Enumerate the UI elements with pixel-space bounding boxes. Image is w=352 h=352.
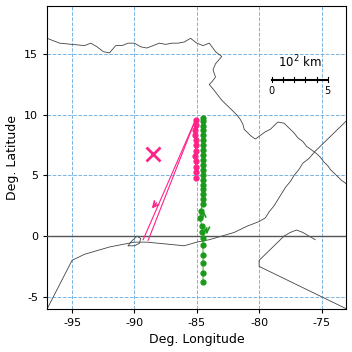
Text: $10^2$ km: $10^2$ km	[278, 53, 321, 70]
Text: 5: 5	[325, 86, 331, 96]
X-axis label: Deg. Longitude: Deg. Longitude	[149, 333, 245, 346]
Y-axis label: Deg. Latitude: Deg. Latitude	[6, 115, 19, 200]
Text: 0: 0	[269, 86, 275, 96]
